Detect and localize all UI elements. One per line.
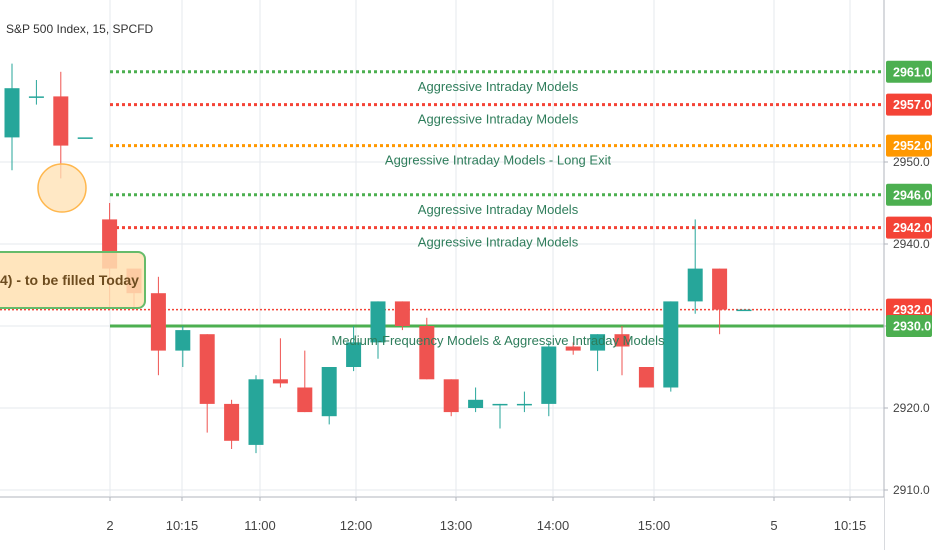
price-badge: 2961.0 <box>886 60 932 83</box>
candle-body <box>175 330 191 351</box>
level-annotation: Aggressive Intraday Models <box>418 202 579 217</box>
price-badge: 2942.0 <box>886 216 932 239</box>
candle-body <box>28 96 44 98</box>
candle-body <box>297 387 313 413</box>
price-badge-label: 2952.0 <box>893 139 931 153</box>
callout-box <box>0 251 146 309</box>
candle-body <box>541 346 557 404</box>
candle-body <box>712 268 728 310</box>
candle-body <box>614 334 630 347</box>
candle-body <box>638 367 654 388</box>
candle-body <box>346 342 362 367</box>
level-annotation: Medium-Frequency Models & Aggressive Int… <box>331 333 665 348</box>
time-axis: 2 10:15 11:00 12:00 13:00 14:00 15:00 5 10:15 <box>0 496 884 551</box>
candle-body <box>419 326 435 380</box>
price-badge: 2952.0 <box>886 134 932 157</box>
candle-body <box>394 301 410 326</box>
chart-title: S&P 500 Index, 15, SPCFD <box>6 22 154 36</box>
candle-body <box>199 334 215 404</box>
candle-body <box>53 96 69 146</box>
candle-body <box>663 301 679 388</box>
candle-body <box>468 399 484 408</box>
candle-body <box>492 403 508 406</box>
level-annotation: Aggressive Intraday Models - Long Exit <box>385 153 612 168</box>
candle-body <box>272 379 288 384</box>
time-tick-label: 14:00 <box>537 518 570 533</box>
price-badge-label: 2932.0 <box>893 303 931 317</box>
time-tick-label: 11:00 <box>244 518 276 533</box>
price-tick-label: 2920.0 <box>893 401 930 415</box>
candle-body <box>4 88 20 138</box>
marker-circle <box>37 163 87 213</box>
callout-label: 4) - to be filled Today <box>0 272 139 288</box>
price-badge: 2957.0 <box>886 93 932 116</box>
candle-body <box>443 379 459 413</box>
level-annotations: Aggressive Intraday Models Aggressive Int… <box>331 79 665 348</box>
price-levels <box>0 70 884 328</box>
candle-body <box>565 346 581 351</box>
time-axis-bg <box>0 497 884 551</box>
candle-body <box>321 367 337 417</box>
time-tick-label: 13:00 <box>440 518 473 533</box>
level-annotation: Aggressive Intraday Models <box>418 112 579 127</box>
candle-body <box>224 403 240 441</box>
price-axis-bg <box>884 0 932 550</box>
candle-body <box>370 301 386 343</box>
price-axis: 2910.0 2920.0 2930.0 2940.0 2950.0 2961.0 2957… <box>883 0 932 550</box>
level-annotation: Aggressive Intraday Models <box>418 235 579 250</box>
candle-body <box>590 334 606 351</box>
time-tick-label: 12:00 <box>340 518 373 533</box>
level-annotation: Aggressive Intraday Models <box>418 79 579 94</box>
price-tick-label: 2910.0 <box>893 483 930 497</box>
price-badge: 2946.0 <box>886 183 932 206</box>
time-tick-label: 10:15 <box>166 518 199 533</box>
time-tick-label: 2 <box>106 518 113 533</box>
price-badge-label: 2942.0 <box>893 221 931 235</box>
price-badge: 2930.0 <box>886 315 932 337</box>
price-badge-label: 2957.0 <box>893 98 931 112</box>
time-tick-label: 15:00 <box>638 518 671 533</box>
candle-body <box>516 403 532 406</box>
price-tick-label: 2940.0 <box>893 237 930 251</box>
candle-body <box>736 309 752 312</box>
price-tick-label: 2950.0 <box>893 155 930 169</box>
candle-body <box>248 379 264 445</box>
callout: 4) - to be filled Today <box>0 163 146 309</box>
price-badge-label: 2930.0 <box>893 320 931 334</box>
price-badge-label: 2946.0 <box>893 188 931 202</box>
candle-body <box>77 137 93 139</box>
time-tick-label: 10:15 <box>834 518 867 533</box>
candle-body <box>150 293 166 351</box>
candle-body <box>687 268 703 302</box>
candles <box>4 63 752 454</box>
price-badge-label: 2961.0 <box>893 65 931 79</box>
time-tick-label: 5 <box>770 518 777 533</box>
